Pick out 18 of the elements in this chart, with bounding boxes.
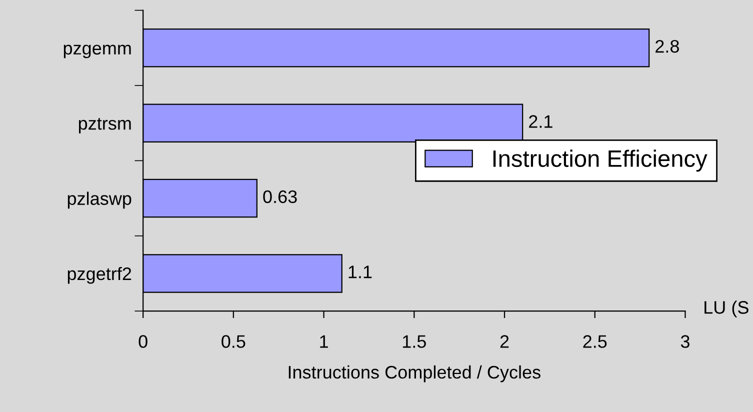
data-label: 2.1 [529, 115, 552, 128]
x-tick-label: 0.5 [222, 335, 246, 348]
text: LU (S [704, 300, 748, 318]
x-tick-label: 3 [680, 335, 690, 348]
y-tick-label: pzlaswp [68, 192, 132, 209]
x-tick-label: 2 [500, 335, 509, 348]
x-tick-label: 0 [138, 335, 148, 348]
x-axis-title: Instructions Completed / Cycles [288, 365, 540, 382]
data-label: 1.1 [348, 266, 372, 278]
x-tick-label: 1.5 [402, 335, 426, 348]
y-tick-label: pztrsm [78, 118, 131, 134]
legend-label: Instruction Efficiency [493, 150, 708, 172]
x-tick-label: 1 [320, 335, 328, 348]
x-tick-label: 2.5 [583, 335, 607, 348]
y-tick-label: pzgetrf2 [68, 266, 132, 284]
data-label: 2.8 [656, 40, 679, 53]
y-tick-label: pzgemm [64, 44, 131, 58]
data-label: 0.63 [263, 190, 297, 204]
